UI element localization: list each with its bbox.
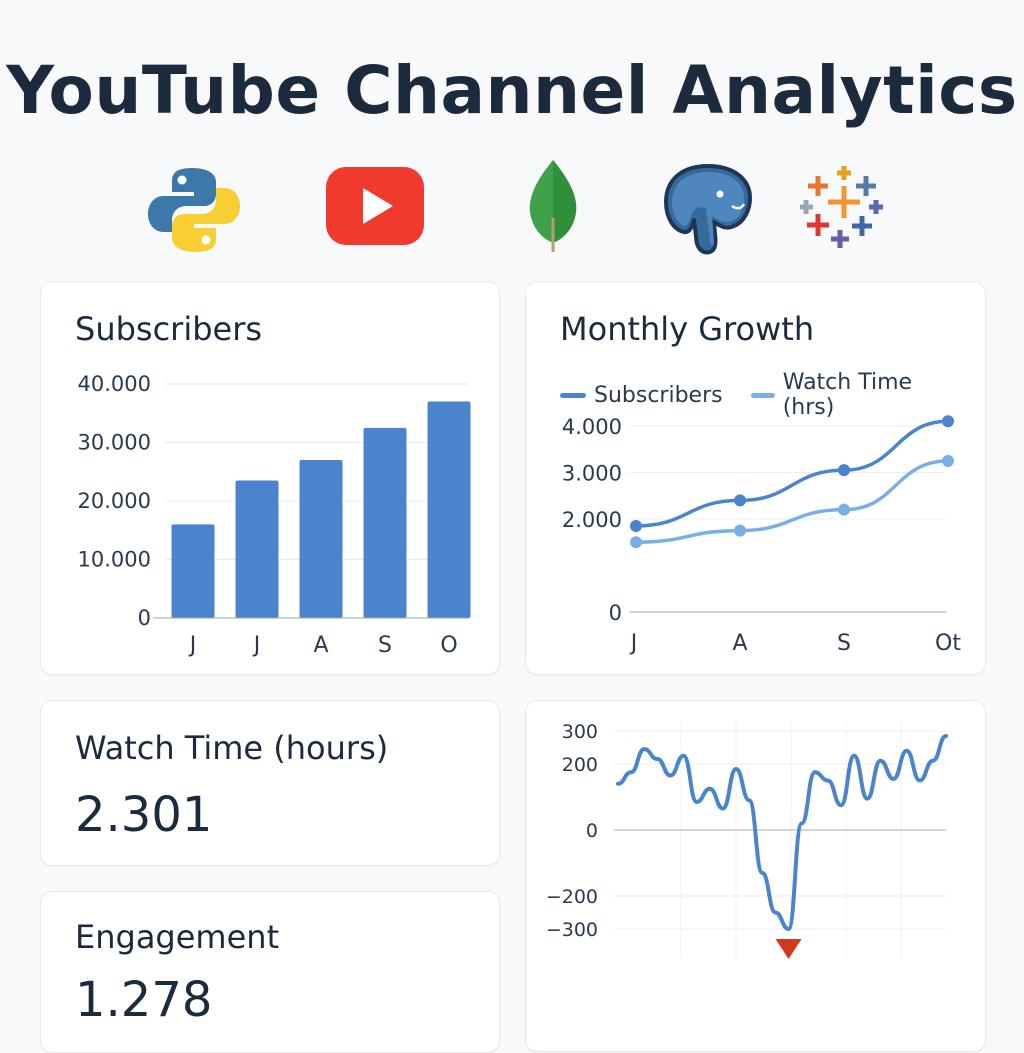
engagement-value: 1.278 bbox=[75, 972, 213, 1028]
y-tick-label: 0 bbox=[609, 601, 622, 625]
data-point bbox=[838, 464, 850, 477]
subscribers-card-title: Subscribers bbox=[75, 310, 263, 348]
y-tick-label: 300 bbox=[562, 721, 598, 743]
x-tick-label: O bbox=[440, 633, 457, 658]
legend-swatch-subscribers bbox=[560, 392, 586, 398]
x-tick-label: Ot bbox=[935, 631, 961, 656]
legend-item-subscribers: Subscribers bbox=[560, 383, 723, 408]
legend-label-subscribers: Subscribers bbox=[594, 382, 723, 408]
bar bbox=[171, 524, 215, 618]
data-point bbox=[734, 524, 746, 537]
data-point bbox=[942, 454, 954, 467]
y-tick-label: 200 bbox=[562, 754, 598, 776]
y-tick-label: 10.000 bbox=[78, 548, 151, 572]
bar bbox=[363, 427, 407, 618]
legend-swatch-watch-time bbox=[750, 392, 775, 398]
watch-time-card: Watch Time (hours) 2.301 bbox=[40, 700, 500, 866]
y-tick-label: 20.000 bbox=[78, 489, 151, 513]
x-tick-label: J bbox=[252, 633, 261, 658]
youtube-logo-icon bbox=[326, 167, 424, 245]
data-point bbox=[734, 494, 746, 507]
watch-time-card-title: Watch Time (hours) bbox=[75, 729, 389, 767]
trend-line-chart: 300 200 0 −200 −300 bbox=[546, 721, 948, 959]
minimum-marker bbox=[775, 939, 802, 959]
x-tick-label: A bbox=[313, 633, 328, 658]
data-point bbox=[630, 536, 642, 549]
engagement-card-title: Engagement bbox=[75, 918, 280, 956]
y-tick-label: 3.000 bbox=[562, 461, 622, 485]
monthly-growth-line-chart: 0 2.000 3.000 4.000 J A S Ot bbox=[562, 415, 961, 656]
data-point bbox=[942, 415, 954, 428]
bar bbox=[299, 460, 343, 618]
x-tick-label: J bbox=[188, 633, 197, 658]
tableau-logo-icon bbox=[800, 166, 883, 248]
engagement-card: Engagement 1.278 bbox=[40, 891, 500, 1053]
mongodb-logo-icon bbox=[529, 160, 577, 252]
x-tick-label: S bbox=[378, 633, 392, 658]
bar bbox=[235, 480, 279, 618]
series-line-subscribers bbox=[634, 419, 950, 528]
subscribers-bar-chart: 0 10.000 20.000 30.000 40.000 J J A S O bbox=[78, 372, 471, 658]
subscribers-card: Subscribers 0 10.000 20.000 30.000 40.000 J J A… bbox=[40, 281, 500, 675]
x-tick-label: J bbox=[629, 631, 638, 656]
monthly-growth-card: Monthly Growth Subscribers Watch Time (h… bbox=[525, 281, 986, 675]
y-tick-label: 2.000 bbox=[562, 508, 622, 532]
y-tick-label: 4.000 bbox=[562, 415, 622, 439]
watch-time-value: 2.301 bbox=[75, 787, 213, 843]
series-line-watch-time bbox=[634, 459, 950, 544]
legend-label-watch-time: Watch Time (hrs) bbox=[782, 370, 913, 420]
y-tick-label: −200 bbox=[546, 886, 598, 908]
y-tick-label: 0 bbox=[138, 606, 151, 630]
trend-line bbox=[616, 733, 948, 931]
y-tick-label: 0 bbox=[586, 820, 598, 842]
legend-item-watch-time: Watch Time (hrs) bbox=[750, 370, 957, 420]
monthly-growth-card-title: Monthly Growth bbox=[560, 310, 815, 348]
growth-chart-legend: Subscribers Watch Time (hrs) bbox=[560, 370, 985, 420]
y-tick-label: −300 bbox=[546, 919, 598, 941]
page-title: YouTube Channel Analytics bbox=[6, 52, 1018, 129]
y-tick-label: 30.000 bbox=[78, 431, 151, 455]
x-tick-label: S bbox=[837, 631, 851, 656]
postgresql-logo-icon bbox=[664, 164, 752, 255]
python-logo-icon bbox=[148, 168, 240, 252]
trend-card: 300 200 0 −200 −300 bbox=[525, 700, 986, 1052]
x-tick-label: A bbox=[732, 631, 747, 656]
bar bbox=[427, 401, 471, 618]
data-point bbox=[630, 519, 642, 532]
data-point bbox=[838, 503, 850, 516]
y-tick-label: 40.000 bbox=[78, 372, 151, 396]
